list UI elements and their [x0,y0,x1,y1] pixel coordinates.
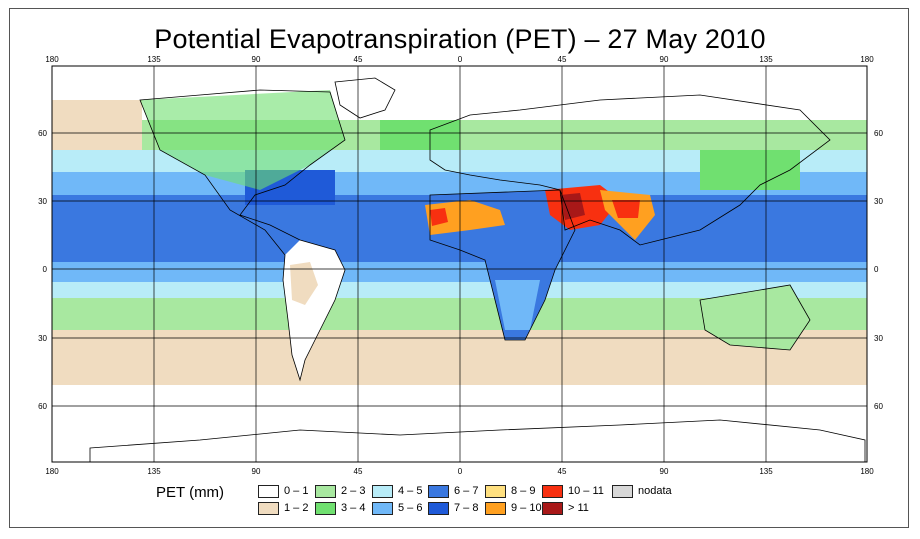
lat-tick-label-left: 60 [38,129,47,138]
lon-tick-label-top: 45 [558,55,567,64]
legend-label: 4 – 5 [398,485,423,497]
map-title: Potential Evapotranspiration (PET) – 27 … [154,24,766,54]
legend-swatch [315,485,336,498]
lon-tick-label-bottom: 135 [759,467,773,476]
legend-swatch [542,485,563,498]
legend: 0 – 1 1 – 2 2 – 3 3 – 4 4 – 5 5 – 6 6 – 7 7 – 8… [258,484,678,518]
patch-north-atlantic-green [380,120,460,150]
legend-label: 3 – 4 [341,502,366,514]
lon-tick-label-top: 0 [458,55,463,64]
lat-tick-label-right: 60 [874,129,883,138]
figure-frame [9,8,909,528]
lon-tick-label-top: 180 [860,55,874,64]
land-amazon-tan [290,262,318,305]
legend-swatch [372,502,393,515]
lon-tick-label-top: 45 [354,55,363,64]
lon-tick-label-top: 180 [45,55,59,64]
lon-tick-label-top: 135 [147,55,161,64]
lon-tick-label-bottom: 45 [354,467,363,476]
map-border [51,65,868,463]
legend-swatch [542,502,563,515]
legend-swatch [485,502,506,515]
band-south-lightblue [52,262,867,284]
lon-tick-label-bottom: 0 [458,467,463,476]
legend-label: 0 – 1 [284,485,309,497]
hotspot-west-africa [430,208,448,226]
patch-north-pacific-tan [52,100,142,150]
legend-swatch [258,485,279,498]
lon-tick-label-bottom: 135 [147,467,161,476]
legend-swatch [258,502,279,515]
land-greenland [334,77,396,119]
lon-tick-label-bottom: 180 [45,467,59,476]
lon-tick-label-top: 90 [660,55,669,64]
coast-americas [139,89,346,382]
legend-label: > 11 [568,502,589,514]
coast-eurasia [429,94,831,246]
legend-label: 9 – 10 [511,502,542,514]
lat-tick-label-left: 60 [38,402,47,411]
legend-swatch [485,485,506,498]
lon-tick-label-top: 90 [252,55,261,64]
legend-label: nodata [638,485,672,497]
hotspot-india-core [612,200,640,218]
legend-label: 10 – 11 [568,485,604,497]
legend-swatch [372,485,393,498]
legend-label: 5 – 6 [398,502,423,514]
land-antarctica [89,419,866,462]
lat-tick-label-right: 30 [874,334,883,343]
lat-tick-label-left: 0 [43,265,48,274]
axis-ticks: 180 135 90 45 0 45 90 135 180 180 135 90 45 0 45 90 135 1… [38,55,883,476]
lon-tick-label-bottom: 90 [660,467,669,476]
lat-tick-label-left: 30 [38,334,47,343]
land-north-america [140,90,345,190]
land-south-africa [495,280,540,330]
lon-tick-label-bottom: 90 [252,467,261,476]
lat-tick-label-right: 0 [874,265,879,274]
lon-tick-label-bottom: 45 [558,467,567,476]
legend-title: PET (mm) [156,484,225,501]
lat-tick-label-right: 30 [874,197,883,206]
legend-swatch [428,502,449,515]
graticule [52,66,867,462]
legend-label: 1 – 2 [284,502,309,514]
legend-label: 2 – 3 [341,485,366,497]
lat-tick-label-right: 60 [874,402,883,411]
legend-label: 8 – 9 [511,485,536,497]
lat-tick-label-left: 30 [38,197,47,206]
pet-field [52,66,867,462]
patch-east-asia-green [700,150,800,190]
coast-africa [429,189,576,341]
lon-tick-label-top: 135 [759,55,773,64]
coast-australia [699,284,811,351]
land-australia [700,285,810,350]
legend-swatch [428,485,449,498]
legend-swatch [315,502,336,515]
legend-label: 7 – 8 [454,502,479,514]
lon-tick-label-bottom: 180 [860,467,874,476]
hotspot-arabia-core [560,193,585,220]
legend-swatch [612,485,633,498]
legend-label: 6 – 7 [454,485,479,497]
